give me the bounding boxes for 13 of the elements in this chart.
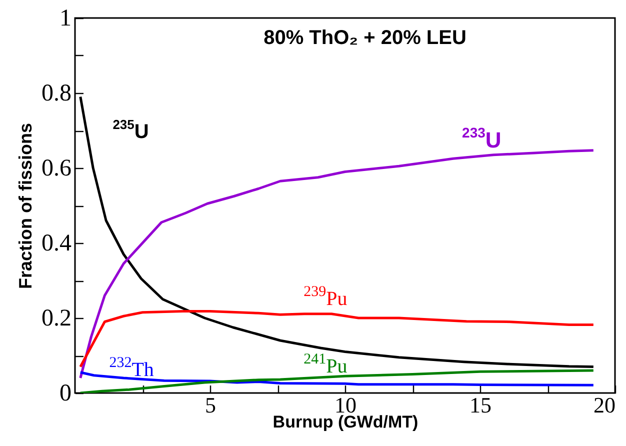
y-tick-label: 0 xyxy=(60,380,72,406)
x-tick-label: 20 xyxy=(594,392,616,418)
x-tick-label: 15 xyxy=(470,392,492,418)
y-axis-title: Fraction of fissions xyxy=(16,122,36,290)
line-series xyxy=(79,149,595,380)
y-tick-label: 1 xyxy=(60,6,72,32)
y-tick-label: 0.8 xyxy=(42,80,72,106)
y-tick-label: 0.2 xyxy=(42,306,72,332)
chart-title: 80% ThO₂ + 20% LEU xyxy=(264,27,466,49)
x-tick-label: 5 xyxy=(205,392,216,418)
y-tick-label: 0.4 xyxy=(42,230,72,256)
y-tick-label: 0.6 xyxy=(42,156,72,182)
x-axis-title: Burnup (GWd/MT) xyxy=(272,412,418,432)
